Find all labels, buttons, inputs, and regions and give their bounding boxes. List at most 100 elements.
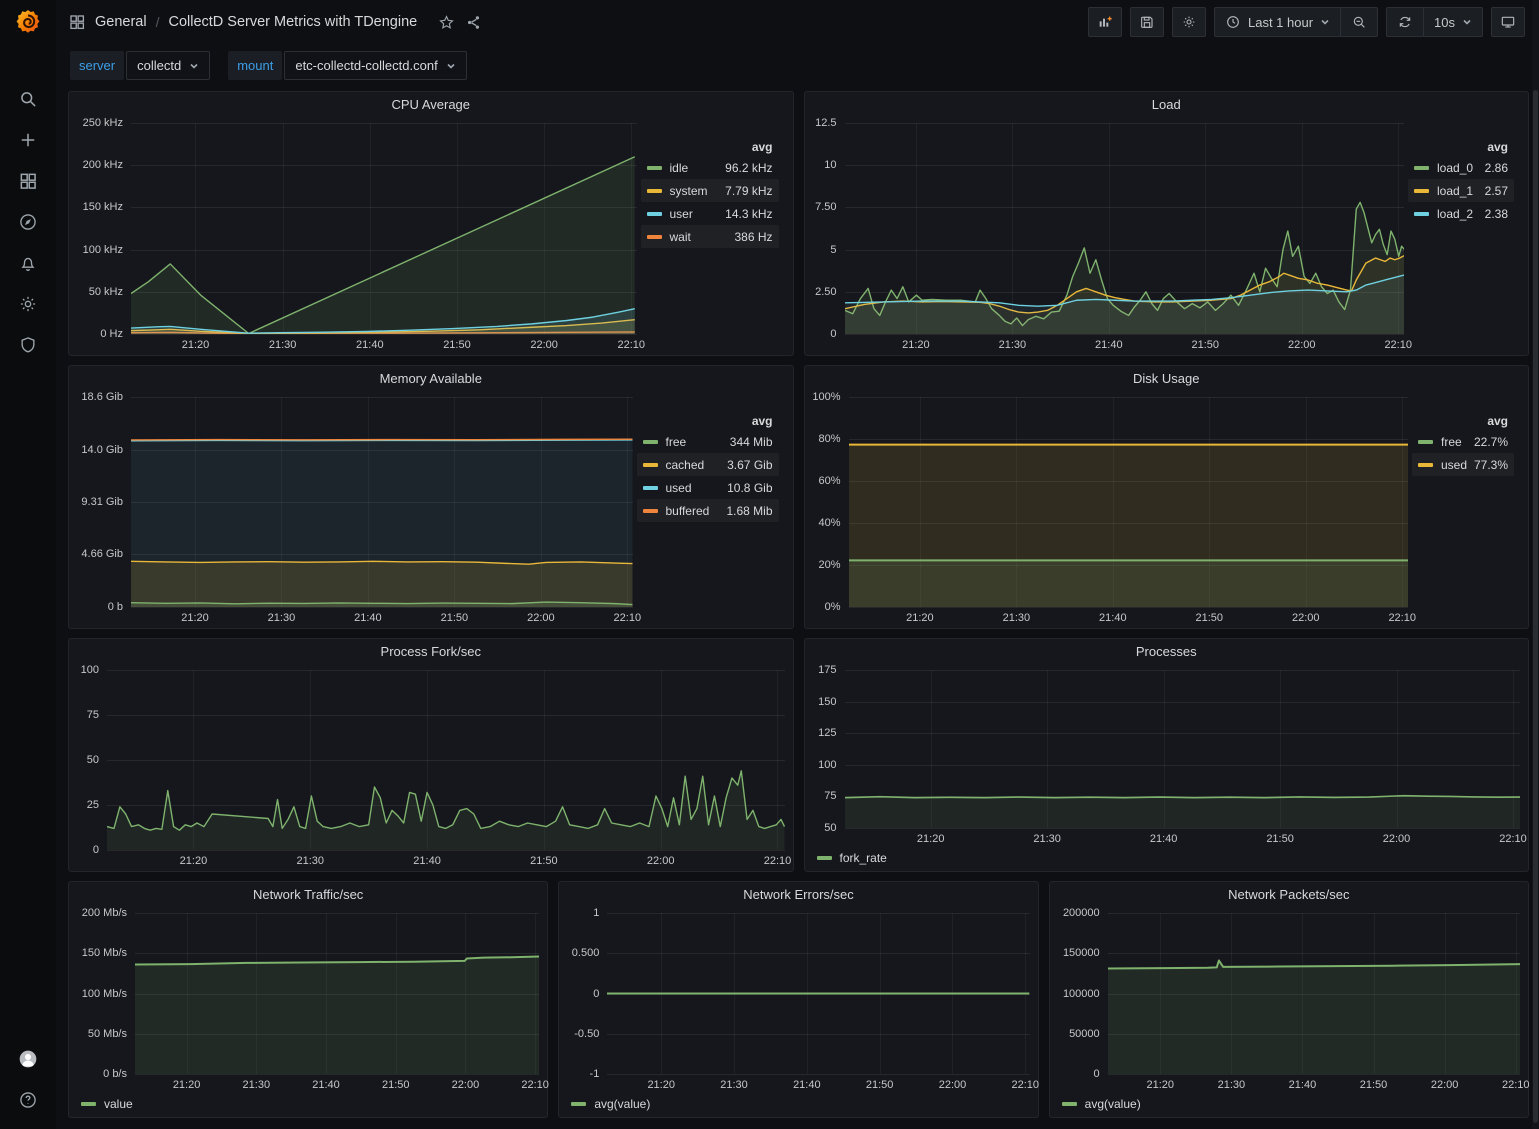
dashboard-settings-button[interactable] [1172,7,1206,37]
share-icon[interactable] [465,14,482,31]
search-icon[interactable] [17,88,39,110]
plot-area[interactable] [107,670,785,850]
panel-disk-usage: Disk Usage 0%20%40%60%80%100%21:2021:302… [804,365,1530,629]
scrollbar[interactable] [1532,0,1539,1129]
legend-item[interactable]: buffered1.68 Mib [637,499,779,522]
scrollbar-thumb[interactable] [1533,90,1538,1123]
legend-series-name: user [670,207,693,221]
legend-item[interactable]: wait386 Hz [641,225,779,248]
dashboard-title[interactable]: CollectD Server Metrics with TDengine [168,14,417,30]
legend-swatch[interactable] [1062,1102,1077,1106]
x-tick-label: 21:30 [243,1079,271,1091]
zoom-out-button[interactable] [1340,8,1377,36]
refresh-button[interactable] [1387,8,1423,36]
y-tick-label: 10 [824,159,836,171]
legend-swatch [1418,440,1433,444]
legend-swatch [647,189,662,193]
panel-title[interactable]: Network Traffic/sec [69,882,547,907]
legend-item[interactable]: used77.3% [1412,453,1514,476]
legend-item[interactable]: load_12.57 [1408,179,1514,202]
panel-title[interactable]: Network Errors/sec [559,882,1037,907]
legend-item[interactable]: free22.7% [1412,430,1514,453]
legend-series-name[interactable]: avg(value) [1085,1097,1141,1111]
legend-item[interactable]: user14.3 kHz [641,202,779,225]
panel-title[interactable]: Processes [805,639,1529,664]
chevron-down-icon [1320,17,1330,27]
time-range-button[interactable]: Last 1 hour [1215,8,1340,36]
save-dashboard-button[interactable] [1130,7,1164,37]
plot-area[interactable] [607,913,1029,1074]
panel-title[interactable]: Disk Usage [805,366,1529,391]
create-plus-icon[interactable] [17,129,39,151]
legend-header: avg [1408,137,1514,156]
plot-area[interactable] [131,123,637,334]
legend-item[interactable]: load_22.38 [1408,202,1514,225]
avatar[interactable] [17,1048,39,1070]
x-tick-label: 21:40 [354,612,382,624]
dashboards-icon[interactable] [17,170,39,192]
legend-memory: avgfree344 Mibcached3.67 Gibused10.8 Gib… [633,397,785,626]
legend-item[interactable]: free344 Mib [637,430,779,453]
x-tick-label: 22:10 [1384,339,1412,351]
x-tick-label: 21:20 [1146,1079,1174,1091]
legend-item[interactable]: cached3.67 Gib [637,453,779,476]
plot-area[interactable] [135,913,539,1074]
breadcrumb-folder[interactable]: General [95,14,147,30]
panel-title[interactable]: CPU Average [69,92,793,117]
panel-title[interactable]: Network Packets/sec [1050,882,1528,907]
y-tick-label: 50 [87,754,99,766]
panel-title-text: Network Traffic/sec [253,887,363,902]
legend-series-name: wait [670,230,691,244]
variable-server-value[interactable]: collectd [126,51,210,80]
legend-item[interactable]: load_02.86 [1408,156,1514,179]
legend-cpu: avgidle96.2 kHzsystem7.79 kHzuser14.3 kH… [637,123,785,353]
plot-area[interactable] [845,123,1405,334]
plot-area[interactable] [845,670,1521,828]
plot-area[interactable] [849,397,1409,607]
legend-item[interactable]: idle96.2 kHz [641,156,779,179]
x-tick-label: 21:40 [1095,339,1123,351]
legend-series-name: buffered [666,504,710,518]
x-tick-label: 21:50 [1192,339,1220,351]
legend-swatch[interactable] [571,1102,586,1106]
kiosk-mode-button[interactable] [1491,7,1525,37]
server-admin-shield-icon[interactable] [17,334,39,356]
add-panel-button[interactable] [1088,7,1122,37]
legend-series-name[interactable]: value [104,1097,133,1111]
legend-swatch[interactable] [817,856,832,860]
legend-series-name[interactable]: fork_rate [840,851,887,865]
help-icon[interactable] [17,1089,39,1111]
legend-item[interactable]: system7.79 kHz [641,179,779,202]
x-tick-label: 21:20 [173,1079,201,1091]
y-tick-label: 0 b/s [103,1068,127,1080]
chart-cpu-average: 0 Hz50 kHz100 kHz150 kHz200 kHz250 kHz21… [73,123,637,353]
panel-title-text: Processes [1136,644,1197,659]
variable-mount-label[interactable]: mount [228,51,282,80]
refresh-interval-dropdown[interactable]: 10s [1423,8,1482,36]
panel-title[interactable]: Memory Available [69,366,793,391]
legend-series-name: used [1441,458,1467,472]
panel-title[interactable]: Process Fork/sec [69,639,793,664]
legend-item[interactable]: used10.8 Gib [637,476,779,499]
variable-server-label[interactable]: server [70,51,124,80]
legend-swatch [643,440,658,444]
x-tick-label: 21:20 [902,339,930,351]
grafana-logo[interactable] [6,0,50,44]
x-tick-label: 22:00 [939,1079,967,1091]
legend-series-name[interactable]: avg(value) [594,1097,650,1111]
grafana-app: General / CollectD Server Metrics with T… [0,0,1539,1129]
variable-mount-value[interactable]: etc-collectd-collectd.conf [284,51,466,80]
explore-compass-icon[interactable] [17,211,39,233]
legend-swatch[interactable] [81,1102,96,1106]
x-tick-label: 21:50 [530,855,558,867]
alerting-bell-icon[interactable] [17,252,39,274]
x-tick-label: 21:30 [1033,833,1061,845]
plot-area[interactable] [1108,913,1520,1074]
star-icon[interactable] [438,14,455,31]
legend-series-name: load_1 [1437,184,1473,198]
plot-area[interactable] [131,397,633,607]
x-tick-label: 22:00 [1431,1079,1459,1091]
panel-title[interactable]: Load [805,92,1529,117]
y-tick-label: 75 [87,709,99,721]
configuration-gear-icon[interactable] [17,293,39,315]
